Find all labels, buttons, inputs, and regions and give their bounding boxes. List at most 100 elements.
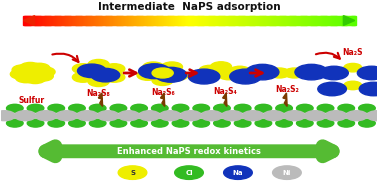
Circle shape bbox=[110, 104, 127, 112]
Bar bbox=[139, 16, 141, 25]
Circle shape bbox=[180, 111, 201, 121]
Circle shape bbox=[56, 111, 77, 121]
Bar bbox=[215, 16, 217, 25]
Bar bbox=[313, 16, 315, 25]
Circle shape bbox=[104, 64, 125, 74]
Circle shape bbox=[131, 119, 147, 127]
Circle shape bbox=[234, 119, 251, 127]
Text: Na₂S₄: Na₂S₄ bbox=[213, 87, 237, 96]
Bar bbox=[339, 16, 341, 25]
Bar bbox=[85, 16, 87, 25]
Bar bbox=[40, 16, 42, 25]
Bar bbox=[294, 16, 296, 25]
Bar bbox=[58, 16, 60, 25]
Bar bbox=[42, 16, 43, 25]
Bar bbox=[91, 16, 93, 25]
Circle shape bbox=[305, 111, 326, 121]
Circle shape bbox=[118, 166, 147, 179]
Bar bbox=[272, 16, 274, 25]
Bar bbox=[341, 16, 343, 25]
Bar bbox=[144, 16, 146, 25]
Bar bbox=[311, 16, 313, 25]
Bar bbox=[312, 16, 314, 25]
Bar bbox=[119, 16, 121, 25]
Bar bbox=[112, 16, 113, 25]
Bar bbox=[248, 16, 249, 25]
Circle shape bbox=[201, 111, 222, 121]
Circle shape bbox=[48, 119, 65, 127]
Bar bbox=[101, 16, 103, 25]
Bar bbox=[114, 16, 116, 25]
Bar bbox=[78, 16, 80, 25]
Bar bbox=[229, 16, 231, 25]
Circle shape bbox=[20, 62, 41, 72]
Circle shape bbox=[98, 111, 119, 121]
Bar bbox=[278, 16, 280, 25]
Bar bbox=[51, 16, 53, 25]
Bar bbox=[206, 16, 208, 25]
Bar bbox=[121, 16, 123, 25]
Circle shape bbox=[284, 68, 305, 78]
Bar bbox=[349, 16, 350, 25]
Bar bbox=[24, 16, 26, 25]
Bar bbox=[203, 16, 205, 25]
Bar bbox=[81, 16, 82, 25]
Bar bbox=[132, 16, 133, 25]
Bar bbox=[331, 16, 333, 25]
Bar bbox=[26, 16, 28, 25]
Bar bbox=[250, 16, 252, 25]
Bar bbox=[75, 16, 77, 25]
Bar bbox=[166, 16, 167, 25]
Bar bbox=[296, 16, 297, 25]
Bar bbox=[128, 16, 130, 25]
Circle shape bbox=[10, 69, 31, 79]
Circle shape bbox=[344, 63, 362, 72]
Circle shape bbox=[77, 111, 98, 121]
Bar bbox=[282, 16, 284, 25]
Bar bbox=[39, 16, 41, 25]
Bar bbox=[50, 16, 51, 25]
Bar bbox=[265, 16, 267, 25]
Bar bbox=[168, 16, 170, 25]
Bar bbox=[192, 16, 194, 25]
Text: S: S bbox=[130, 170, 135, 176]
Bar bbox=[328, 16, 329, 25]
Bar bbox=[124, 16, 125, 25]
Bar bbox=[280, 16, 282, 25]
Bar bbox=[159, 16, 161, 25]
Bar bbox=[340, 16, 342, 25]
Circle shape bbox=[320, 66, 348, 80]
Text: Ni: Ni bbox=[283, 170, 291, 176]
Circle shape bbox=[77, 64, 106, 78]
Bar bbox=[62, 16, 64, 25]
Bar bbox=[182, 16, 184, 25]
Circle shape bbox=[131, 104, 147, 112]
Circle shape bbox=[318, 82, 346, 96]
Bar bbox=[71, 16, 73, 25]
Bar bbox=[116, 16, 118, 25]
Bar bbox=[129, 16, 131, 25]
Bar bbox=[38, 16, 40, 25]
Circle shape bbox=[15, 73, 37, 83]
Bar bbox=[56, 16, 58, 25]
Circle shape bbox=[263, 111, 284, 121]
Circle shape bbox=[273, 166, 301, 179]
Circle shape bbox=[89, 119, 106, 127]
Bar bbox=[35, 16, 37, 25]
Bar bbox=[149, 16, 151, 25]
Bar bbox=[120, 16, 122, 25]
Bar bbox=[67, 16, 69, 25]
Bar bbox=[330, 16, 332, 25]
Bar bbox=[284, 16, 286, 25]
Bar bbox=[87, 16, 89, 25]
Circle shape bbox=[359, 104, 375, 112]
Bar bbox=[113, 16, 115, 25]
Bar bbox=[291, 16, 293, 25]
Circle shape bbox=[246, 64, 279, 80]
Bar bbox=[314, 16, 316, 25]
Circle shape bbox=[346, 111, 367, 121]
Circle shape bbox=[296, 104, 313, 112]
Circle shape bbox=[214, 104, 230, 112]
Bar bbox=[195, 16, 197, 25]
Bar bbox=[302, 16, 304, 25]
